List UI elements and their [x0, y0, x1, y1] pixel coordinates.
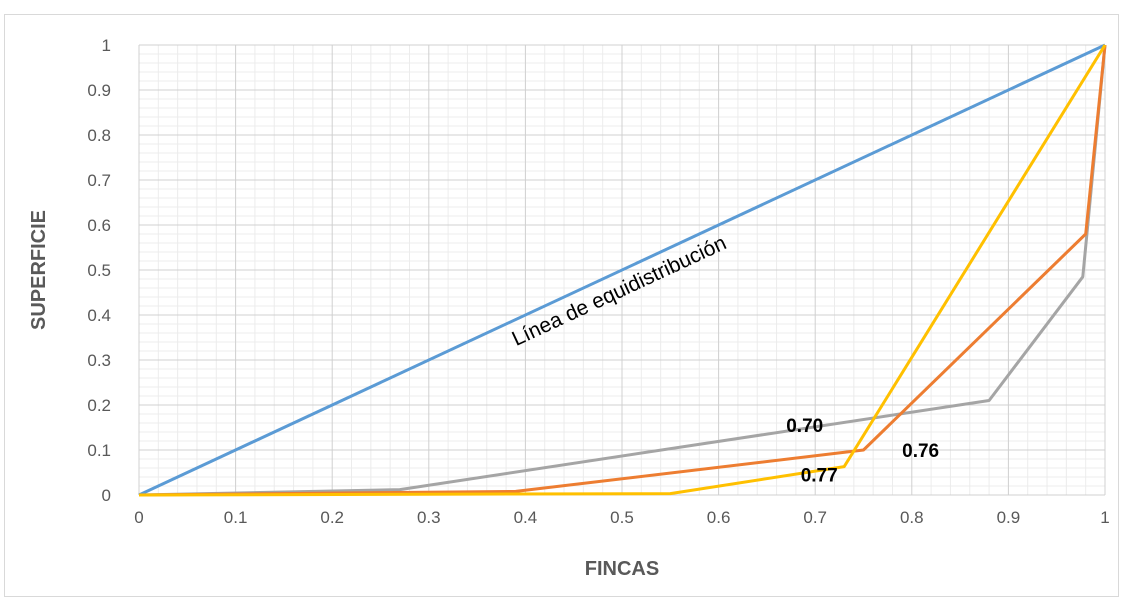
x-tick-label: 0.1 [224, 508, 248, 527]
y-tick-label: 0.2 [87, 396, 111, 415]
y-tick-label: 0.4 [87, 306, 111, 325]
x-tick-label: 0.2 [320, 508, 344, 527]
major-grid [138, 44, 1106, 496]
x-tick-label: 0.4 [514, 508, 538, 527]
x-tick-label: 0.8 [900, 508, 924, 527]
x-tick-label: 0.6 [707, 508, 731, 527]
chart-frame: 0 0.1 0.2 0.3 0.4 0.5 0.6 0.7 0.8 0.9 1 0 0.1 0.2 0.3 0… [4, 14, 1119, 597]
y-tick-label: 0.6 [87, 216, 111, 235]
x-tick-label: 0.5 [610, 508, 634, 527]
gini-annotation: 0.76 [902, 441, 939, 462]
series-layer [138, 43, 1107, 497]
x-tick-label: 0 [134, 508, 143, 527]
series-line-4 [138, 44, 1107, 497]
y-tick-label: 0.3 [87, 351, 111, 370]
y-tick-label: 0.5 [87, 261, 111, 280]
y-tick-label: 0.9 [87, 81, 111, 100]
gini-annotation: 0.77 [801, 466, 838, 487]
x-axis-title: FINCAS [585, 558, 659, 580]
x-tick-label: 1 [1100, 508, 1109, 527]
series-line-3 [138, 44, 1107, 497]
y-tick-label: 1 [102, 36, 111, 55]
x-tick-label: 0.3 [417, 508, 441, 527]
lorenz-chart: 0 0.1 0.2 0.3 0.4 0.5 0.6 0.7 0.8 0.9 1 0 0.1 0.2 0.3 0… [28, 36, 1110, 580]
x-tick-label: 0.7 [803, 508, 827, 527]
y-tick-label: 0 [102, 486, 111, 505]
y-tick-label: 0.7 [87, 171, 111, 190]
x-tick-label: 0.9 [997, 508, 1021, 527]
y-axis-title: SUPERFICIE [28, 210, 50, 330]
y-tick-label: 0.8 [87, 126, 111, 145]
gini-annotation: 0.70 [786, 416, 823, 437]
series-line-1 [138, 43, 1106, 497]
tick-labels: 0 0.1 0.2 0.3 0.4 0.5 0.6 0.7 0.8 0.9 1 0 0.1 0.2 0.3 0… [87, 36, 1109, 527]
y-tick-label: 0.1 [87, 441, 111, 460]
